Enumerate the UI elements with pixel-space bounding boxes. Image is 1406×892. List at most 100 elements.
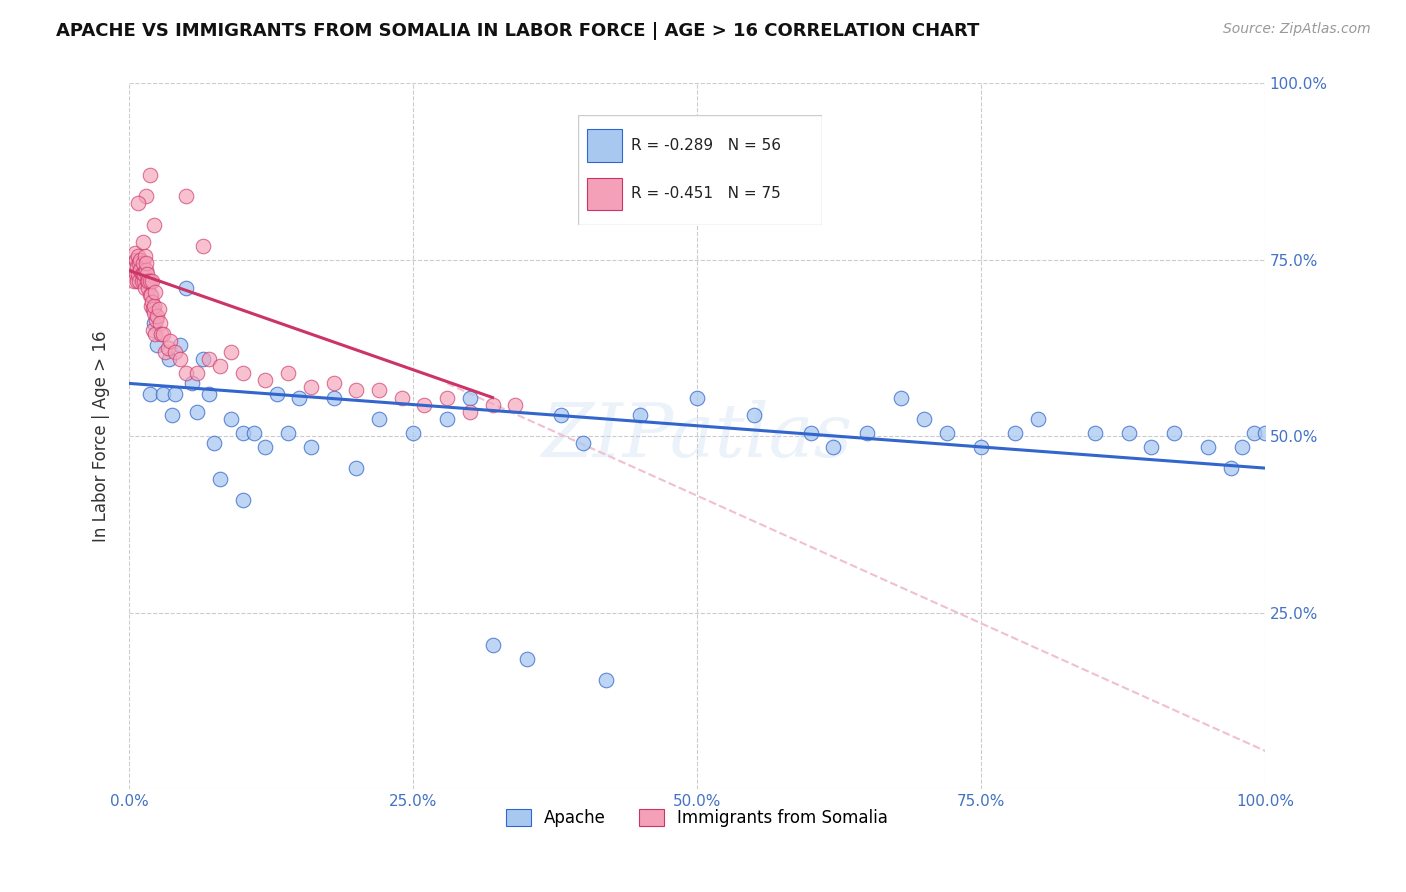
Point (1026, 411, 1049, 425)
Point (595, 673, 617, 687)
Point (1197, 440, 1219, 454)
Y-axis label: In Labor Force | Age > 16: In Labor Force | Age > 16 (93, 331, 110, 542)
Point (742, 408, 765, 422)
Point (145, 313, 167, 327)
Point (138, 274, 160, 288)
Point (254, 440, 277, 454)
Point (628, 408, 651, 422)
Point (288, 391, 311, 405)
Point (402, 425, 425, 440)
Point (1140, 440, 1163, 454)
Point (152, 387, 174, 401)
Point (141, 274, 163, 288)
Point (344, 384, 367, 398)
Point (136, 274, 159, 288)
Point (391, 391, 413, 405)
Point (155, 344, 177, 359)
Point (503, 398, 526, 412)
Point (142, 323, 165, 337)
Point (143, 317, 166, 331)
Point (174, 189, 197, 203)
Point (146, 310, 169, 324)
Point (124, 260, 146, 274)
Point (142, 302, 165, 317)
Point (436, 411, 458, 425)
Point (299, 380, 322, 394)
Point (186, 404, 208, 418)
Point (131, 267, 153, 281)
Point (413, 398, 436, 412)
Point (143, 326, 166, 341)
Point (132, 256, 155, 270)
Point (799, 425, 821, 440)
Point (254, 373, 277, 387)
Point (186, 366, 208, 380)
Point (232, 492, 254, 507)
Point (277, 425, 299, 440)
Point (127, 196, 149, 211)
Point (1230, 440, 1253, 454)
Point (232, 425, 254, 440)
Point (134, 281, 156, 295)
Point (970, 440, 993, 454)
Point (138, 274, 160, 288)
Point (125, 252, 148, 267)
Point (232, 366, 254, 380)
Point (128, 256, 150, 270)
Point (163, 387, 186, 401)
Text: APACHE VS IMMIGRANTS FROM SOMALIA IN LABOR FORCE | AGE > 16 CORRELATION CHART: APACHE VS IMMIGRANTS FROM SOMALIA IN LAB… (56, 22, 980, 40)
Point (128, 274, 150, 288)
Point (163, 344, 186, 359)
Point (135, 263, 157, 277)
Point (127, 267, 149, 281)
Point (157, 351, 180, 366)
Point (890, 391, 912, 405)
Point (129, 263, 152, 277)
Legend: Apache, Immigrants from Somalia: Apache, Immigrants from Somalia (499, 802, 896, 834)
Point (131, 274, 153, 288)
Point (221, 411, 243, 425)
Point (202, 436, 225, 450)
Point (458, 404, 481, 418)
Point (134, 249, 156, 263)
Point (481, 398, 503, 412)
Point (344, 461, 367, 475)
Point (139, 299, 162, 313)
Point (162, 408, 184, 422)
Point (135, 189, 157, 203)
Point (156, 341, 179, 355)
Point (243, 425, 266, 440)
Point (1219, 461, 1241, 475)
Point (208, 359, 231, 373)
Point (174, 281, 197, 295)
Text: Source: ZipAtlas.com: Source: ZipAtlas.com (1223, 22, 1371, 37)
Point (141, 295, 163, 310)
Point (129, 252, 152, 267)
Point (149, 317, 172, 331)
Point (191, 239, 214, 253)
Point (143, 306, 166, 320)
Point (191, 351, 214, 366)
Point (174, 366, 197, 380)
Point (124, 245, 146, 260)
Point (197, 387, 219, 401)
Point (125, 260, 148, 274)
Point (436, 391, 458, 405)
Point (1083, 425, 1105, 440)
Point (125, 267, 148, 281)
Point (138, 168, 160, 182)
Point (208, 472, 231, 486)
Point (143, 299, 166, 313)
Point (1243, 425, 1265, 440)
Point (122, 274, 145, 288)
Point (322, 391, 344, 405)
Point (1118, 425, 1140, 440)
Point (138, 288, 160, 302)
Point (132, 274, 155, 288)
Point (481, 638, 503, 652)
Point (132, 235, 155, 250)
Point (135, 256, 157, 270)
Point (1004, 425, 1026, 440)
Text: ZIPatlas: ZIPatlas (541, 401, 852, 473)
Point (221, 344, 243, 359)
